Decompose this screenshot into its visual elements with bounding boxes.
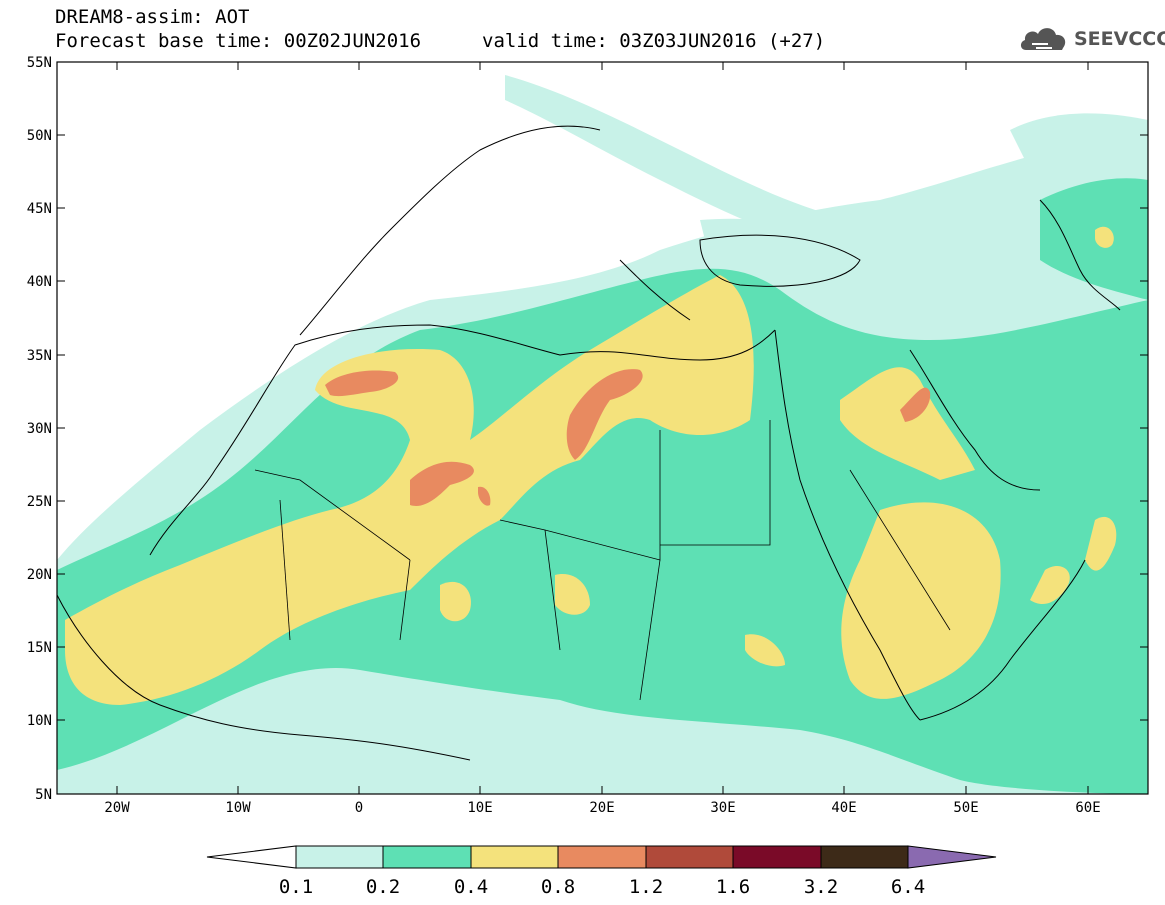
colorbar-labels: 0.1 0.2 0.4 0.8 1.2 1.6 3.2 6.4 — [279, 876, 925, 898]
lon-label: 10E — [467, 800, 492, 816]
lat-label: 40N — [27, 274, 52, 290]
colorbar-swatch — [645, 845, 734, 869]
lon-label: 20W — [104, 800, 130, 816]
colorbar-swatch — [820, 845, 909, 869]
aot-field — [57, 75, 1148, 794]
lat-label: 35N — [27, 348, 52, 364]
lon-label: 50E — [953, 800, 978, 816]
lon-label: 0 — [355, 800, 363, 816]
lat-label: 5N — [35, 787, 52, 803]
lat-label: 25N — [27, 494, 52, 510]
colorbar — [206, 845, 997, 869]
lat-label: 45N — [27, 201, 52, 217]
logo-label: SEEVCCC — [1074, 28, 1165, 50]
country-borders — [254, 420, 951, 701]
lat-label: 30N — [27, 421, 52, 437]
lat-labels: 55N 50N 45N 40N 35N 30N 25N 20N 15N 10N … — [27, 55, 52, 803]
colorbar-swatch — [295, 845, 384, 869]
seevccc-logo: SEEVCCC — [1018, 22, 1165, 56]
aot-band-yellow — [65, 226, 1117, 705]
aot-band-orange — [325, 369, 931, 506]
valid-time: valid time: 03Z03JUN2016 (+27) — [482, 30, 826, 52]
colorbar-label: 0.4 — [454, 876, 488, 898]
lon-label: 40E — [831, 800, 856, 816]
colorbar-label: 1.2 — [629, 876, 663, 898]
colorbar-swatch — [382, 845, 472, 869]
lon-label: 30E — [710, 800, 735, 816]
colorbar-label: 3.2 — [804, 876, 838, 898]
lon-labels: 20W 10W 0 10E 20E 30E 40E 50E 60E — [104, 800, 1100, 816]
cloud-logo-icon — [1020, 28, 1066, 50]
colorbar-left-arrow — [206, 845, 297, 869]
lat-label: 10N — [27, 713, 52, 729]
lat-label: 20N — [27, 567, 52, 583]
lat-label: 15N — [27, 640, 52, 656]
lat-label: 50N — [27, 128, 52, 144]
forecast-base-time: Forecast base time: 00Z02JUN2016 — [55, 30, 422, 52]
coastlines — [57, 125, 1121, 761]
lon-label: 20E — [589, 800, 614, 816]
chart-title: DREAM8-assim: AOT — [55, 6, 250, 28]
colorbar-right-arrow — [907, 845, 997, 869]
colorbar-label: 0.1 — [279, 876, 313, 898]
lon-label: 10W — [225, 800, 251, 816]
colorbar-label: 6.4 — [891, 876, 925, 898]
colorbar-swatch — [732, 845, 822, 869]
colorbar-label: 0.8 — [541, 876, 575, 898]
colorbar-label: 0.2 — [366, 876, 400, 898]
colorbar-label: 1.6 — [716, 876, 750, 898]
lat-label: 55N — [27, 55, 52, 71]
colorbar-swatch — [470, 845, 559, 869]
axis-ticks — [57, 61, 1148, 794]
lon-label: 60E — [1075, 800, 1100, 816]
colorbar-swatch — [557, 845, 647, 869]
